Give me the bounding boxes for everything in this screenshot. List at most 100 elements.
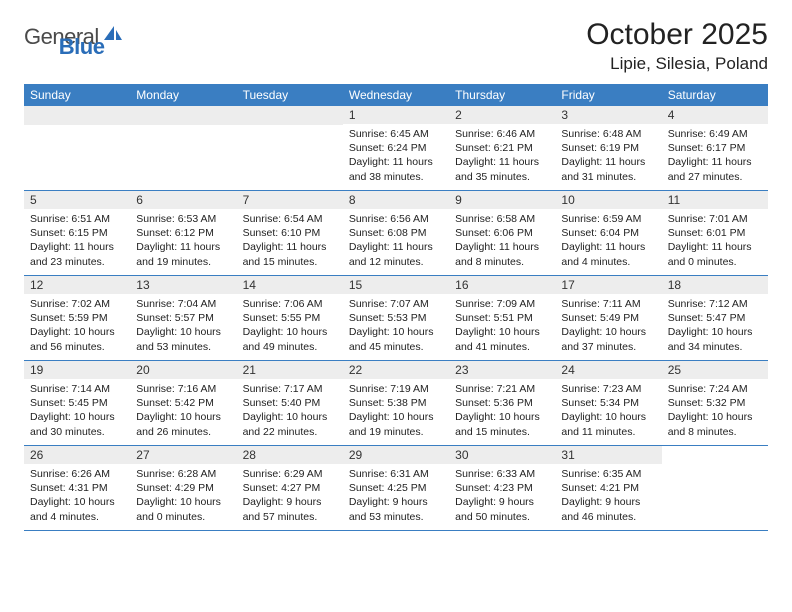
weekday-sunday: Sunday: [24, 84, 130, 106]
day-cell-23: 23Sunrise: 7:21 AMSunset: 5:36 PMDayligh…: [449, 361, 555, 445]
day-cell-13: 13Sunrise: 7:04 AMSunset: 5:57 PMDayligh…: [130, 276, 236, 360]
day-number: 5: [24, 191, 130, 209]
day-number: 24: [555, 361, 661, 379]
week-row: 19Sunrise: 7:14 AMSunset: 5:45 PMDayligh…: [24, 361, 768, 446]
calendar-grid: SundayMondayTuesdayWednesdayThursdayFrid…: [24, 84, 768, 531]
day-cell-15: 15Sunrise: 7:07 AMSunset: 5:53 PMDayligh…: [343, 276, 449, 360]
day-number: 22: [343, 361, 449, 379]
day-body: Sunrise: 6:49 AMSunset: 6:17 PMDaylight:…: [662, 124, 768, 188]
day-number: 31: [555, 446, 661, 464]
day-number: 16: [449, 276, 555, 294]
day-cell-19: 19Sunrise: 7:14 AMSunset: 5:45 PMDayligh…: [24, 361, 130, 445]
day-body: Sunrise: 6:35 AMSunset: 4:21 PMDaylight:…: [555, 464, 661, 528]
day-body: Sunrise: 7:14 AMSunset: 5:45 PMDaylight:…: [24, 379, 130, 443]
day-body: Sunrise: 7:01 AMSunset: 6:01 PMDaylight:…: [662, 209, 768, 273]
logo-sail-icon: [103, 25, 123, 48]
weekday-saturday: Saturday: [662, 84, 768, 106]
day-cell-empty: [237, 106, 343, 190]
day-number: 2: [449, 106, 555, 124]
day-cell-26: 26Sunrise: 6:26 AMSunset: 4:31 PMDayligh…: [24, 446, 130, 530]
day-body: Sunrise: 6:56 AMSunset: 6:08 PMDaylight:…: [343, 209, 449, 273]
day-cell-22: 22Sunrise: 7:19 AMSunset: 5:38 PMDayligh…: [343, 361, 449, 445]
day-body: Sunrise: 6:58 AMSunset: 6:06 PMDaylight:…: [449, 209, 555, 273]
week-row: 12Sunrise: 7:02 AMSunset: 5:59 PMDayligh…: [24, 276, 768, 361]
day-cell-10: 10Sunrise: 6:59 AMSunset: 6:04 PMDayligh…: [555, 191, 661, 275]
day-cell-25: 25Sunrise: 7:24 AMSunset: 5:32 PMDayligh…: [662, 361, 768, 445]
day-cell-5: 5Sunrise: 6:51 AMSunset: 6:15 PMDaylight…: [24, 191, 130, 275]
day-number: 17: [555, 276, 661, 294]
title-block: October 2025 Lipie, Silesia, Poland: [586, 18, 768, 74]
day-cell-16: 16Sunrise: 7:09 AMSunset: 5:51 PMDayligh…: [449, 276, 555, 360]
day-number: 10: [555, 191, 661, 209]
week-row: 1Sunrise: 6:45 AMSunset: 6:24 PMDaylight…: [24, 106, 768, 191]
day-body: Sunrise: 7:23 AMSunset: 5:34 PMDaylight:…: [555, 379, 661, 443]
weeks-container: 1Sunrise: 6:45 AMSunset: 6:24 PMDaylight…: [24, 106, 768, 531]
day-cell-11: 11Sunrise: 7:01 AMSunset: 6:01 PMDayligh…: [662, 191, 768, 275]
logo-text-blue: Blue: [59, 34, 105, 59]
day-number: 11: [662, 191, 768, 209]
weekday-friday: Friday: [555, 84, 661, 106]
day-body: Sunrise: 6:48 AMSunset: 6:19 PMDaylight:…: [555, 124, 661, 188]
day-body: Sunrise: 6:51 AMSunset: 6:15 PMDaylight:…: [24, 209, 130, 273]
weekday-wednesday: Wednesday: [343, 84, 449, 106]
day-number: 23: [449, 361, 555, 379]
day-body: Sunrise: 7:04 AMSunset: 5:57 PMDaylight:…: [130, 294, 236, 358]
day-cell-24: 24Sunrise: 7:23 AMSunset: 5:34 PMDayligh…: [555, 361, 661, 445]
day-cell-28: 28Sunrise: 6:29 AMSunset: 4:27 PMDayligh…: [237, 446, 343, 530]
day-number: 8: [343, 191, 449, 209]
day-number: 26: [24, 446, 130, 464]
day-number: 21: [237, 361, 343, 379]
day-cell-27: 27Sunrise: 6:28 AMSunset: 4:29 PMDayligh…: [130, 446, 236, 530]
day-body: Sunrise: 7:02 AMSunset: 5:59 PMDaylight:…: [24, 294, 130, 358]
day-cell-7: 7Sunrise: 6:54 AMSunset: 6:10 PMDaylight…: [237, 191, 343, 275]
day-body: Sunrise: 7:11 AMSunset: 5:49 PMDaylight:…: [555, 294, 661, 358]
calendar-page: General Blue October 2025 Lipie, Silesia…: [0, 0, 792, 531]
day-cell-30: 30Sunrise: 6:33 AMSunset: 4:23 PMDayligh…: [449, 446, 555, 530]
location-text: Lipie, Silesia, Poland: [586, 54, 768, 74]
day-number: 25: [662, 361, 768, 379]
day-number: 13: [130, 276, 236, 294]
day-body: Sunrise: 6:45 AMSunset: 6:24 PMDaylight:…: [343, 124, 449, 188]
header: General Blue October 2025 Lipie, Silesia…: [24, 18, 768, 74]
day-number: 29: [343, 446, 449, 464]
day-body: Sunrise: 6:53 AMSunset: 6:12 PMDaylight:…: [130, 209, 236, 273]
day-body: Sunrise: 7:21 AMSunset: 5:36 PMDaylight:…: [449, 379, 555, 443]
day-cell-3: 3Sunrise: 6:48 AMSunset: 6:19 PMDaylight…: [555, 106, 661, 190]
day-body: Sunrise: 6:54 AMSunset: 6:10 PMDaylight:…: [237, 209, 343, 273]
day-cell-9: 9Sunrise: 6:58 AMSunset: 6:06 PMDaylight…: [449, 191, 555, 275]
day-cell-17: 17Sunrise: 7:11 AMSunset: 5:49 PMDayligh…: [555, 276, 661, 360]
day-body: Sunrise: 7:06 AMSunset: 5:55 PMDaylight:…: [237, 294, 343, 358]
week-row: 26Sunrise: 6:26 AMSunset: 4:31 PMDayligh…: [24, 446, 768, 531]
day-cell-1: 1Sunrise: 6:45 AMSunset: 6:24 PMDaylight…: [343, 106, 449, 190]
day-cell-12: 12Sunrise: 7:02 AMSunset: 5:59 PMDayligh…: [24, 276, 130, 360]
day-cell-31: 31Sunrise: 6:35 AMSunset: 4:21 PMDayligh…: [555, 446, 661, 530]
day-cell-14: 14Sunrise: 7:06 AMSunset: 5:55 PMDayligh…: [237, 276, 343, 360]
day-number: 1: [343, 106, 449, 124]
day-cell-18: 18Sunrise: 7:12 AMSunset: 5:47 PMDayligh…: [662, 276, 768, 360]
day-number: 7: [237, 191, 343, 209]
day-body: Sunrise: 6:29 AMSunset: 4:27 PMDaylight:…: [237, 464, 343, 528]
day-body: Sunrise: 6:28 AMSunset: 4:29 PMDaylight:…: [130, 464, 236, 528]
empty-daynum: [24, 106, 130, 125]
day-number: 15: [343, 276, 449, 294]
day-number: 4: [662, 106, 768, 124]
day-body: Sunrise: 7:07 AMSunset: 5:53 PMDaylight:…: [343, 294, 449, 358]
day-number: 12: [24, 276, 130, 294]
day-cell-4: 4Sunrise: 6:49 AMSunset: 6:17 PMDaylight…: [662, 106, 768, 190]
day-cell-empty: [662, 446, 768, 530]
day-number: 30: [449, 446, 555, 464]
empty-daynum: [130, 106, 236, 125]
day-body: Sunrise: 7:12 AMSunset: 5:47 PMDaylight:…: [662, 294, 768, 358]
day-body: Sunrise: 6:33 AMSunset: 4:23 PMDaylight:…: [449, 464, 555, 528]
day-number: 20: [130, 361, 236, 379]
day-body: Sunrise: 7:16 AMSunset: 5:42 PMDaylight:…: [130, 379, 236, 443]
weekday-tuesday: Tuesday: [237, 84, 343, 106]
day-body: Sunrise: 6:26 AMSunset: 4:31 PMDaylight:…: [24, 464, 130, 528]
day-cell-6: 6Sunrise: 6:53 AMSunset: 6:12 PMDaylight…: [130, 191, 236, 275]
day-number: 3: [555, 106, 661, 124]
month-title: October 2025: [586, 18, 768, 52]
day-body: Sunrise: 6:59 AMSunset: 6:04 PMDaylight:…: [555, 209, 661, 273]
day-number: 9: [449, 191, 555, 209]
day-number: 28: [237, 446, 343, 464]
empty-daynum: [237, 106, 343, 125]
